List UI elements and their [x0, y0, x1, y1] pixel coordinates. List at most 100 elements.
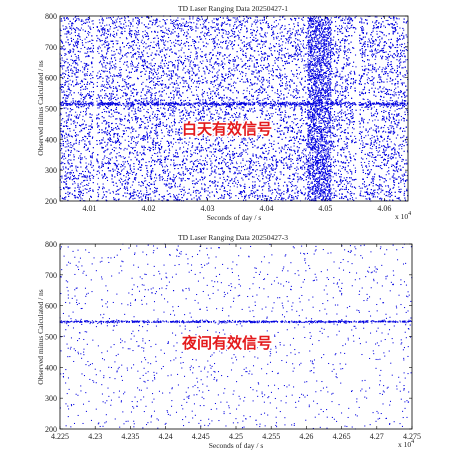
data-point	[239, 184, 241, 186]
data-point	[253, 66, 255, 68]
data-point	[305, 148, 307, 150]
data-point	[211, 95, 213, 97]
data-point	[211, 38, 213, 40]
data-point	[242, 65, 244, 67]
data-point	[196, 159, 198, 161]
data-point	[345, 81, 347, 83]
data-point	[108, 83, 110, 85]
data-point	[78, 116, 80, 118]
data-point	[155, 22, 157, 24]
data-point	[180, 126, 182, 128]
data-point	[63, 90, 65, 92]
data-point	[282, 16, 284, 18]
data-point	[124, 88, 126, 90]
data-point	[143, 108, 145, 110]
data-point	[217, 93, 219, 95]
data-point	[177, 17, 179, 19]
data-point	[268, 65, 270, 67]
data-point	[252, 181, 254, 183]
data-point	[242, 81, 244, 83]
data-point	[311, 199, 313, 201]
data-point	[96, 100, 98, 102]
data-point	[150, 16, 153, 18]
data-point	[170, 72, 172, 74]
data-point	[384, 178, 386, 180]
data-point	[88, 163, 90, 165]
data-point	[372, 145, 374, 147]
data-point	[145, 197, 147, 200]
data-point	[291, 183, 293, 185]
data-point	[70, 101, 72, 103]
data-point	[139, 55, 141, 58]
data-point	[228, 165, 230, 167]
data-point	[298, 156, 300, 158]
data-point	[60, 181, 63, 183]
data-point	[188, 113, 190, 115]
data-point	[302, 59, 304, 61]
data-point	[182, 29, 184, 31]
data-point	[160, 62, 162, 64]
data-point	[109, 47, 111, 49]
data-point	[236, 64, 238, 66]
data-point	[154, 53, 156, 55]
data-point	[238, 64, 240, 66]
data-point	[90, 160, 92, 162]
data-point	[375, 52, 377, 54]
data-point	[278, 39, 280, 42]
data-point	[195, 56, 197, 58]
data-point	[85, 158, 87, 160]
data-point	[291, 190, 293, 192]
data-point	[144, 180, 146, 182]
data-point	[170, 164, 172, 166]
data-point	[384, 163, 386, 165]
data-point	[107, 47, 109, 49]
data-point	[106, 36, 108, 38]
data-point	[341, 88, 343, 90]
data-point	[347, 92, 349, 94]
data-point	[282, 198, 284, 200]
data-point	[231, 178, 233, 180]
data-point	[305, 158, 307, 160]
data-point	[71, 39, 73, 41]
data-point	[156, 132, 158, 134]
data-point	[291, 150, 293, 152]
data-point	[264, 171, 266, 173]
data-point	[278, 127, 280, 129]
data-point	[243, 107, 245, 109]
data-point	[337, 28, 339, 30]
data-point	[123, 187, 125, 189]
data-point	[288, 127, 290, 129]
data-point	[211, 67, 213, 69]
data-point	[161, 147, 163, 149]
data-point	[359, 109, 361, 111]
data-point	[279, 125, 281, 127]
data-point	[346, 86, 348, 88]
data-point	[68, 31, 70, 33]
data-point	[89, 188, 91, 190]
data-point	[258, 157, 260, 159]
data-point	[175, 107, 177, 109]
data-point	[270, 113, 272, 115]
data-point	[301, 58, 303, 60]
data-point	[367, 173, 369, 175]
data-point	[331, 142, 333, 144]
data-point	[153, 152, 155, 154]
data-point	[62, 155, 64, 157]
data-point	[315, 87, 317, 89]
data-point	[77, 76, 79, 78]
data-point	[251, 70, 253, 72]
data-point	[104, 128, 107, 130]
data-point	[96, 123, 98, 125]
data-point	[214, 129, 216, 131]
data-point	[156, 84, 158, 86]
data-point	[360, 131, 362, 133]
data-point	[153, 140, 155, 142]
data-point	[379, 85, 381, 87]
data-point	[81, 158, 83, 160]
data-point	[213, 100, 215, 102]
data-point	[78, 18, 80, 20]
data-point	[245, 43, 247, 45]
data-point	[138, 184, 140, 186]
data-point	[139, 169, 141, 171]
data-point	[72, 72, 74, 74]
